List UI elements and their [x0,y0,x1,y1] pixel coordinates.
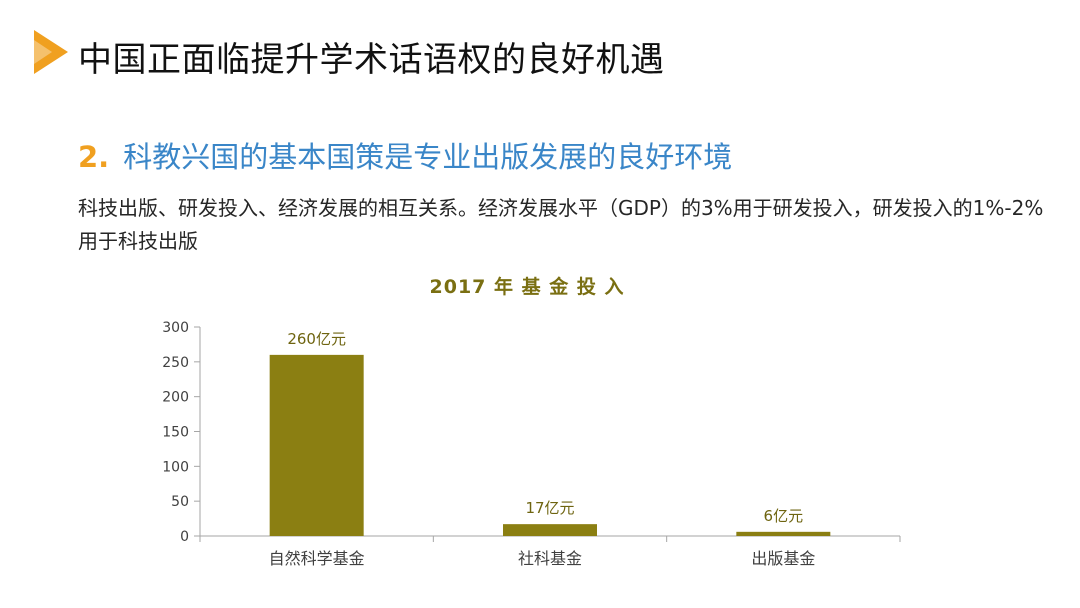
y-tick-label: 250 [162,355,189,371]
x-tick-label: 社科基金 [518,549,582,568]
data-label: 260亿元 [287,330,346,348]
bar [736,531,831,536]
bar [269,354,364,536]
y-tick-label: 0 [180,529,189,545]
slide-title: 中国正面临提升学术话语权的良好机遇 [78,40,665,80]
x-tick-label: 自然科学基金 [269,549,365,568]
section-title: 科教兴国的基本国策是专业出版发展的良好环境 [123,140,733,174]
play-arrow-logo-icon [34,30,68,74]
y-tick-label: 200 [162,390,189,406]
y-tick-label: 50 [171,494,189,510]
section-heading: 2. 科教兴国的基本国策是专业出版发展的良好环境 [78,134,732,176]
y-tick-label: 150 [162,425,189,441]
body-paragraph: 科技出版、研发投入、经济发展的相互关系。经济发展水平（GDP）的3%用于研发投入… [78,196,1044,253]
chart-title: 2017 年 基 金 投 入 [429,276,625,298]
data-label: 6亿元 [764,507,804,525]
data-label: 17亿元 [525,499,574,517]
y-tick-label: 300 [162,320,189,336]
bar [503,524,597,536]
x-tick-label: 出版基金 [751,549,815,568]
y-tick-label: 100 [162,459,189,475]
section-number: 2. [78,140,110,174]
